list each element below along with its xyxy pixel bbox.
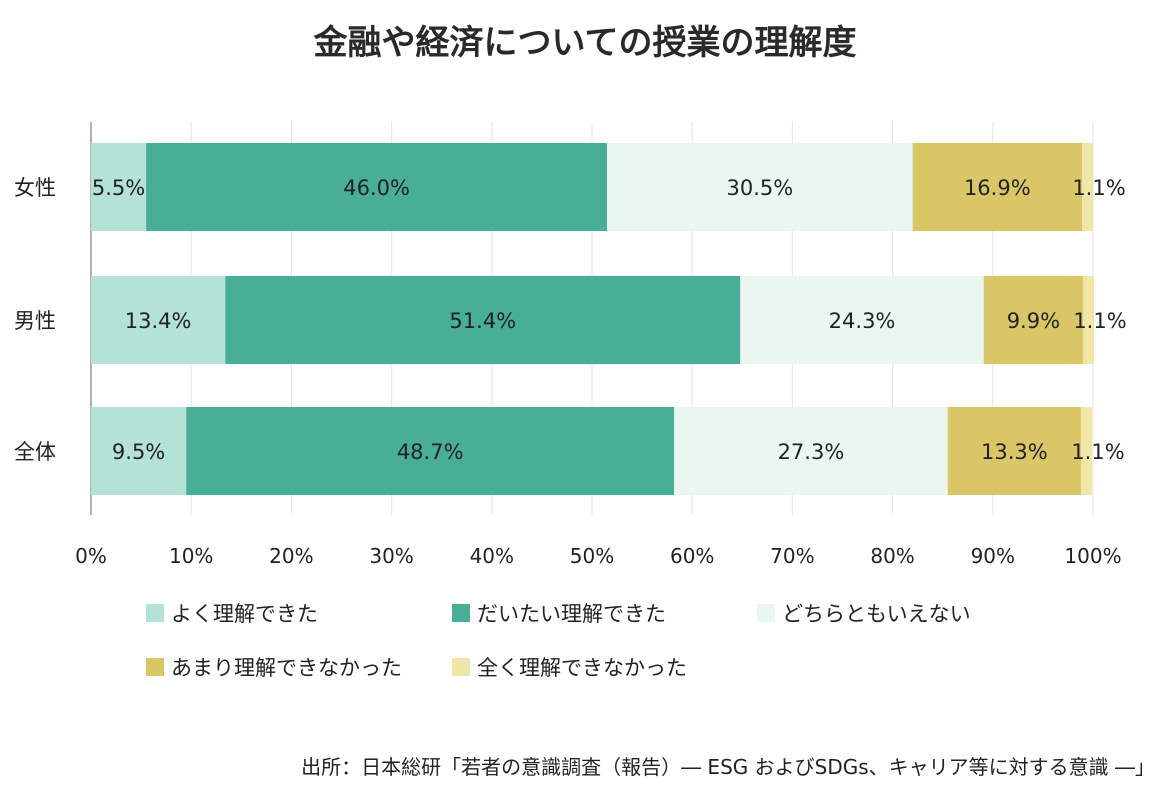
legend-label: だいたい理解できた: [477, 602, 666, 626]
data-label: 1.1%: [1072, 176, 1125, 200]
bar-segment: [225, 276, 741, 364]
x-tick-label: 50%: [570, 544, 614, 568]
data-label: 48.7%: [397, 440, 464, 464]
data-label: 9.9%: [1007, 309, 1060, 333]
x-tick-label: 60%: [670, 544, 714, 568]
bar-segment: [912, 143, 1082, 231]
bar-segment: [1081, 143, 1093, 231]
bar-segment: [91, 143, 147, 231]
category-label: 女性: [14, 176, 56, 200]
bar-segment: [674, 407, 948, 495]
legend-label: よく理解できた: [171, 602, 318, 626]
data-label: 16.9%: [964, 176, 1031, 200]
data-label: 30.5%: [726, 176, 793, 200]
bar-segment: [1080, 407, 1092, 495]
bar-segment: [947, 407, 1081, 495]
bar-segment: [607, 143, 913, 231]
data-label: 1.1%: [1073, 309, 1126, 333]
data-label: 5.5%: [92, 176, 145, 200]
legend-swatch: [452, 604, 470, 622]
x-tick-label: 70%: [770, 544, 814, 568]
legend-swatch: [146, 658, 164, 676]
data-label: 46.0%: [343, 176, 410, 200]
x-tick-label: 90%: [971, 544, 1015, 568]
category-label: 全体: [14, 440, 56, 464]
x-tick-label: 10%: [169, 544, 213, 568]
bar-segment: [91, 276, 226, 364]
bar-segment: [1082, 276, 1095, 364]
legend-swatch: [146, 604, 164, 622]
x-tick-label: 0%: [75, 544, 107, 568]
x-tick-label: 40%: [470, 544, 514, 568]
x-axis-ticks: 0% 10% 20% 30% 40% 50% 60% 70% 80% 90% 100%: [75, 544, 1121, 568]
data-label: 51.4%: [449, 309, 516, 333]
data-label: 9.5%: [112, 440, 165, 464]
legend-label: 全く理解できなかった: [477, 656, 687, 680]
legend-label: あまり理解できなかった: [171, 656, 402, 680]
bars: 5.5% 46.0% 30.5% 16.9% 1.1% 13.4% 51.4% 24.3% 9.…: [91, 143, 1127, 495]
legend-label: どちらともいえない: [782, 602, 971, 626]
bar-segment: [146, 143, 608, 231]
legend-swatch: [452, 658, 470, 676]
data-label: 1.1%: [1071, 440, 1124, 464]
bar-segment: [91, 407, 187, 495]
chart-title: 金融や経済についての授業の理解度: [313, 23, 857, 63]
data-label: 13.3%: [981, 440, 1048, 464]
data-label: 24.3%: [829, 309, 896, 333]
category-label: 男性: [14, 309, 56, 333]
bar-segment: [983, 276, 1083, 364]
x-tick-label: 30%: [369, 544, 413, 568]
source-note: 出所：日本総研「若者の意識調査（報告）― ESG およびSDGs、キャリア等に対…: [301, 755, 1155, 779]
legend-swatch: [757, 604, 775, 622]
x-tick-label: 80%: [870, 544, 914, 568]
data-label: 27.3%: [778, 440, 845, 464]
bar-segment: [186, 407, 675, 495]
data-label: 13.4%: [125, 309, 192, 333]
bar-segment: [740, 276, 984, 364]
x-tick-label: 20%: [269, 544, 313, 568]
x-tick-label: 100%: [1064, 544, 1121, 568]
